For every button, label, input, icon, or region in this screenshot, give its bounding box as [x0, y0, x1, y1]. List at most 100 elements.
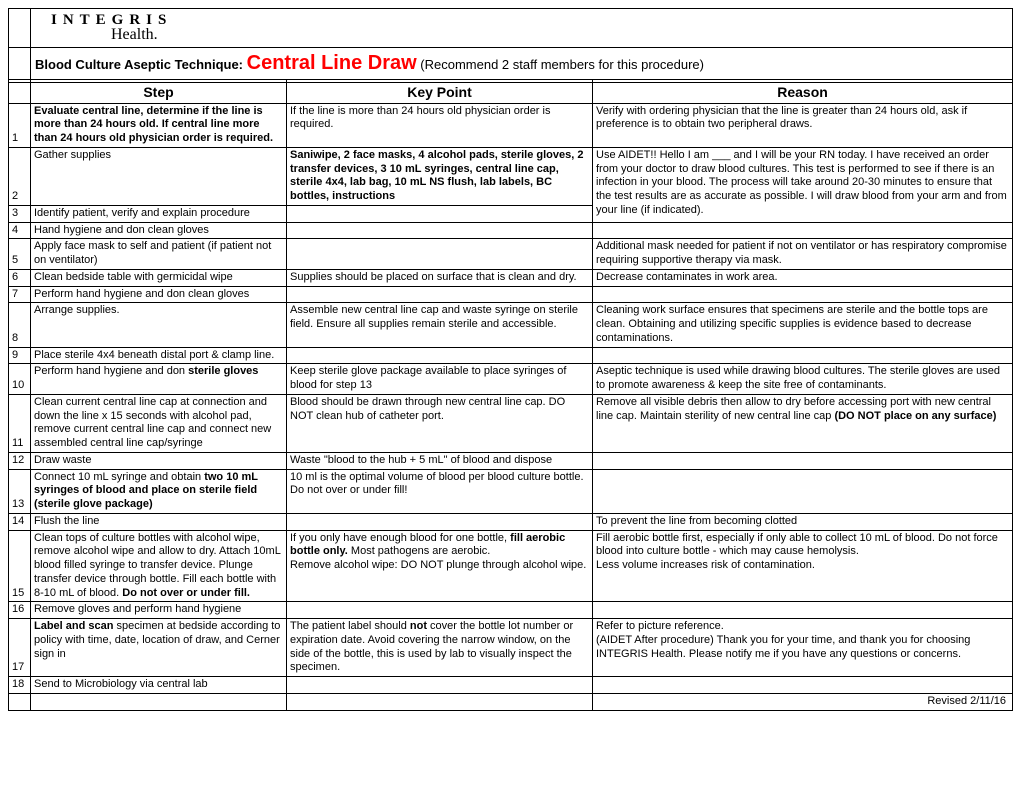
row-number: 15	[9, 530, 31, 602]
table-row: 18Send to Microbiology via central lab	[9, 677, 1013, 694]
keypoint-cell	[287, 239, 593, 270]
table-row: 9Place sterile 4x4 beneath distal port &…	[9, 347, 1013, 364]
reason-cell	[593, 222, 1013, 239]
row-number: 8	[9, 303, 31, 347]
table-row: 7Perform hand hygiene and don clean glov…	[9, 286, 1013, 303]
table-row: 16Remove gloves and perform hand hygiene	[9, 602, 1013, 619]
title-prefix: Blood Culture Aseptic Technique:	[35, 57, 247, 72]
table-row: 10Perform hand hygiene and don sterile g…	[9, 364, 1013, 395]
table-row: 14Flush the line To prevent the line from…	[9, 513, 1013, 530]
row-number: 9	[9, 347, 31, 364]
row-number: 17	[9, 619, 31, 677]
reason-cell: Cleaning work surface ensures that speci…	[593, 303, 1013, 347]
row-number: 11	[9, 394, 31, 452]
logo-row: INTEGRIS Health.	[9, 9, 1013, 48]
reason-cell	[593, 452, 1013, 469]
step-cell: Perform hand hygiene and don sterile glo…	[31, 364, 287, 395]
logo-top: INTEGRIS	[51, 13, 992, 28]
header-step: Step	[31, 83, 287, 104]
step-cell: Connect 10 mL syringe and obtain two 10 …	[31, 469, 287, 513]
row-number: 10	[9, 364, 31, 395]
revised-cell: Revised 2/11/16	[593, 693, 1013, 710]
reason-cell	[593, 347, 1013, 364]
step-cell: Send to Microbiology via central lab	[31, 677, 287, 694]
step-cell: Apply face mask to self and patient (if …	[31, 239, 287, 270]
title-main: Central Line Draw	[247, 52, 417, 74]
step-cell: Evaluate central line, determine if the …	[31, 103, 287, 147]
keypoint-cell: Saniwipe, 2 face masks, 4 alcohol pads, …	[287, 147, 593, 205]
logo-bottom: Health.	[51, 27, 992, 43]
keypoint-cell: Supplies should be placed on surface tha…	[287, 269, 593, 286]
step-cell: Flush the line	[31, 513, 287, 530]
keypoint-cell	[287, 602, 593, 619]
reason-cell	[593, 602, 1013, 619]
row-number: 2	[9, 147, 31, 205]
reason-cell: Decrease contaminates in work area.	[593, 269, 1013, 286]
reason-cell: Fill aerobic bottle first, especially if…	[593, 530, 1013, 602]
table-row: 6Clean bedside table with germicidal wip…	[9, 269, 1013, 286]
keypoint-cell	[287, 222, 593, 239]
keypoint-cell: 10 ml is the optimal volume of blood per…	[287, 469, 593, 513]
row-number: 7	[9, 286, 31, 303]
reason-cell	[593, 286, 1013, 303]
reason-cell: Use AIDET!! Hello I am ___ and I will be…	[593, 147, 1013, 222]
row-number: 14	[9, 513, 31, 530]
row-number: 6	[9, 269, 31, 286]
row-number: 5	[9, 239, 31, 270]
table-row: 8Arrange supplies.Assemble new central l…	[9, 303, 1013, 347]
table-row: 4Hand hygiene and don clean gloves	[9, 222, 1013, 239]
step-cell: Gather supplies	[31, 147, 287, 205]
row-number: 13	[9, 469, 31, 513]
title-row: Blood Culture Aseptic Technique: Central…	[9, 48, 1013, 80]
reason-cell: Additional mask needed for patient if no…	[593, 239, 1013, 270]
table-row: 15Clean tops of culture bottles with alc…	[9, 530, 1013, 602]
table-row: 5Apply face mask to self and patient (if…	[9, 239, 1013, 270]
row-number: 1	[9, 103, 31, 147]
row-number: 18	[9, 677, 31, 694]
step-cell: Clean tops of culture bottles with alcoh…	[31, 530, 287, 602]
step-cell: Clean current central line cap at connec…	[31, 394, 287, 452]
reason-cell	[593, 469, 1013, 513]
keypoint-cell: Blood should be drawn through new centra…	[287, 394, 593, 452]
keypoint-cell	[287, 286, 593, 303]
keypoint-cell: Waste "blood to the hub + 5 mL" of blood…	[287, 452, 593, 469]
keypoint-cell: If the line is more than 24 hours old ph…	[287, 103, 593, 147]
step-cell: Label and scan specimen at bedside accor…	[31, 619, 287, 677]
reason-cell: Verify with ordering physician that the …	[593, 103, 1013, 147]
row-number: 4	[9, 222, 31, 239]
keypoint-cell	[287, 677, 593, 694]
keypoint-cell	[287, 205, 593, 222]
step-cell: Place sterile 4x4 beneath distal port & …	[31, 347, 287, 364]
table-row: 13Connect 10 mL syringe and obtain two 1…	[9, 469, 1013, 513]
row-number: 16	[9, 602, 31, 619]
keypoint-cell	[287, 347, 593, 364]
keypoint-cell: If you only have enough blood for one bo…	[287, 530, 593, 602]
step-cell: Perform hand hygiene and don clean glove…	[31, 286, 287, 303]
reason-cell: Refer to picture reference.(AIDET After …	[593, 619, 1013, 677]
keypoint-cell: Assemble new central line cap and waste …	[287, 303, 593, 347]
step-cell: Arrange supplies.	[31, 303, 287, 347]
table-row: 11Clean current central line cap at conn…	[9, 394, 1013, 452]
header-row: Step Key Point Reason	[9, 83, 1013, 104]
keypoint-cell: The patient label should not cover the b…	[287, 619, 593, 677]
table-row: 17Label and scan specimen at bedside acc…	[9, 619, 1013, 677]
header-reason: Reason	[593, 83, 1013, 104]
reason-cell: To prevent the line from becoming clotte…	[593, 513, 1013, 530]
table-row: 2Gather suppliesSaniwipe, 2 face masks, …	[9, 147, 1013, 205]
step-cell: Draw waste	[31, 452, 287, 469]
step-cell: Remove gloves and perform hand hygiene	[31, 602, 287, 619]
keypoint-cell: Keep sterile glove package available to …	[287, 364, 593, 395]
keypoint-cell	[287, 513, 593, 530]
step-cell: Identify patient, verify and explain pro…	[31, 205, 287, 222]
step-cell: Clean bedside table with germicidal wipe	[31, 269, 287, 286]
revised-row: Revised 2/11/16	[9, 693, 1013, 710]
reason-cell: Aseptic technique is used while drawing …	[593, 364, 1013, 395]
header-keypoint: Key Point	[287, 83, 593, 104]
reason-cell: Remove all visible debris then allow to …	[593, 394, 1013, 452]
row-number: 3	[9, 205, 31, 222]
table-row: 12Draw wasteWaste "blood to the hub + 5 …	[9, 452, 1013, 469]
step-cell: Hand hygiene and don clean gloves	[31, 222, 287, 239]
procedure-table: INTEGRIS Health. Blood Culture Aseptic T…	[8, 8, 1013, 711]
row-number: 12	[9, 452, 31, 469]
reason-cell	[593, 677, 1013, 694]
